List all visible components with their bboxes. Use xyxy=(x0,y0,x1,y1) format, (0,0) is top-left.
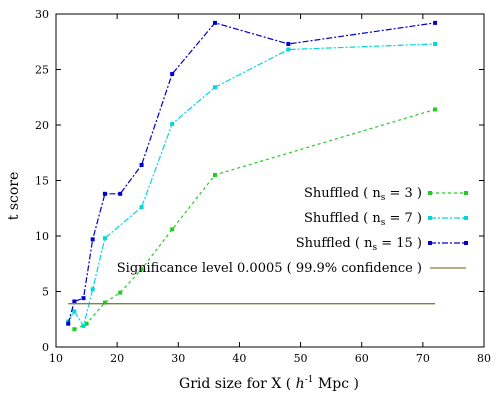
data-point xyxy=(81,323,86,328)
legend-label: Significance level 0.0005 ( 99.9% confid… xyxy=(117,261,422,276)
y-tick-label: 10 xyxy=(35,230,49,243)
data-point xyxy=(212,85,217,90)
x-tick-label: 80 xyxy=(477,352,491,365)
data-point xyxy=(102,191,107,196)
data-point xyxy=(212,20,217,25)
legend-marker xyxy=(464,191,468,195)
legend-marker xyxy=(428,216,432,220)
x-tick-label: 10 xyxy=(49,352,63,365)
data-point xyxy=(139,205,144,210)
x-tick-label: 50 xyxy=(294,352,308,365)
y-tick-label: 25 xyxy=(35,64,49,77)
data-point xyxy=(433,107,438,112)
data-point xyxy=(433,20,438,25)
legend-marker xyxy=(428,191,432,195)
data-point xyxy=(72,299,77,304)
series-layer xyxy=(66,20,438,332)
data-point xyxy=(72,309,77,314)
data-point xyxy=(170,71,175,76)
legend-label: Shuffled ( ns = 7 ) xyxy=(304,211,422,228)
series-1 xyxy=(72,107,438,332)
legend-marker xyxy=(464,241,468,245)
plot-frame xyxy=(55,13,485,348)
legend-marker xyxy=(464,216,468,220)
data-point xyxy=(286,47,291,52)
data-point xyxy=(139,267,144,272)
data-point xyxy=(212,172,217,177)
data-point xyxy=(84,321,89,326)
y-tick-label: 15 xyxy=(35,175,49,188)
y-axis-label: t score xyxy=(6,172,22,221)
series-line xyxy=(67,22,436,324)
data-point xyxy=(118,191,123,196)
data-point xyxy=(286,41,291,46)
legend-label: Shuffled ( ns = 3 ) xyxy=(304,186,422,203)
series-3 xyxy=(66,20,438,326)
data-point xyxy=(72,327,77,332)
data-point xyxy=(118,290,123,295)
x-tick-label: 30 xyxy=(171,352,185,365)
y-tick-label: 0 xyxy=(42,341,49,354)
data-point xyxy=(102,236,107,241)
data-point xyxy=(66,321,71,326)
data-point xyxy=(433,41,438,46)
x-tick-label: 40 xyxy=(232,352,246,365)
x-tick-label: 20 xyxy=(110,352,124,365)
y-tick-label: 5 xyxy=(42,286,49,299)
axes: 10 20 30 40 50 60 70 80 0 5 10 15 20 25 30 xyxy=(35,8,491,365)
y-tick-label: 30 xyxy=(35,8,49,21)
y-tick-label: 20 xyxy=(35,119,49,132)
series-line xyxy=(74,108,436,330)
data-point xyxy=(90,237,95,242)
data-point xyxy=(102,300,107,305)
legend: Shuffled ( ns = 3 ) Shuffled ( ns = 7 ) Sh… xyxy=(117,186,468,276)
data-point xyxy=(139,162,144,167)
data-point xyxy=(90,287,95,292)
series-line xyxy=(67,43,436,328)
x-tick-label: 70 xyxy=(416,352,430,365)
data-point xyxy=(170,121,175,126)
legend-marker xyxy=(428,241,432,245)
x-tick-label: 60 xyxy=(355,352,369,365)
x-axis-label: Grid size for X ( h-1 Mpc ) xyxy=(179,375,359,392)
data-point xyxy=(81,296,86,301)
series-2 xyxy=(66,41,438,328)
legend-label: Shuffled ( ns = 15 ) xyxy=(296,236,422,253)
data-point xyxy=(170,227,175,232)
